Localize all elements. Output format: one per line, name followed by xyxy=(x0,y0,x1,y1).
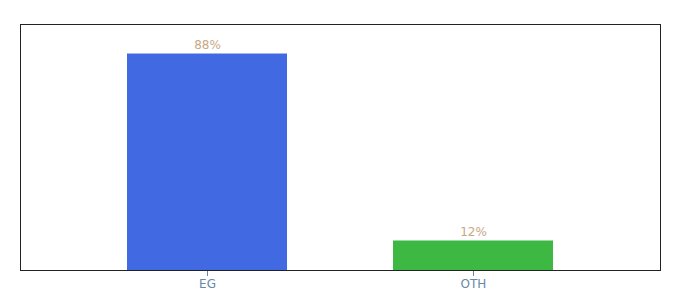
svg-text:88%: 88% xyxy=(194,38,221,52)
svg-text:12%: 12% xyxy=(460,225,487,239)
svg-text:OTH: OTH xyxy=(461,277,487,291)
svg-text:EG: EG xyxy=(199,277,216,291)
